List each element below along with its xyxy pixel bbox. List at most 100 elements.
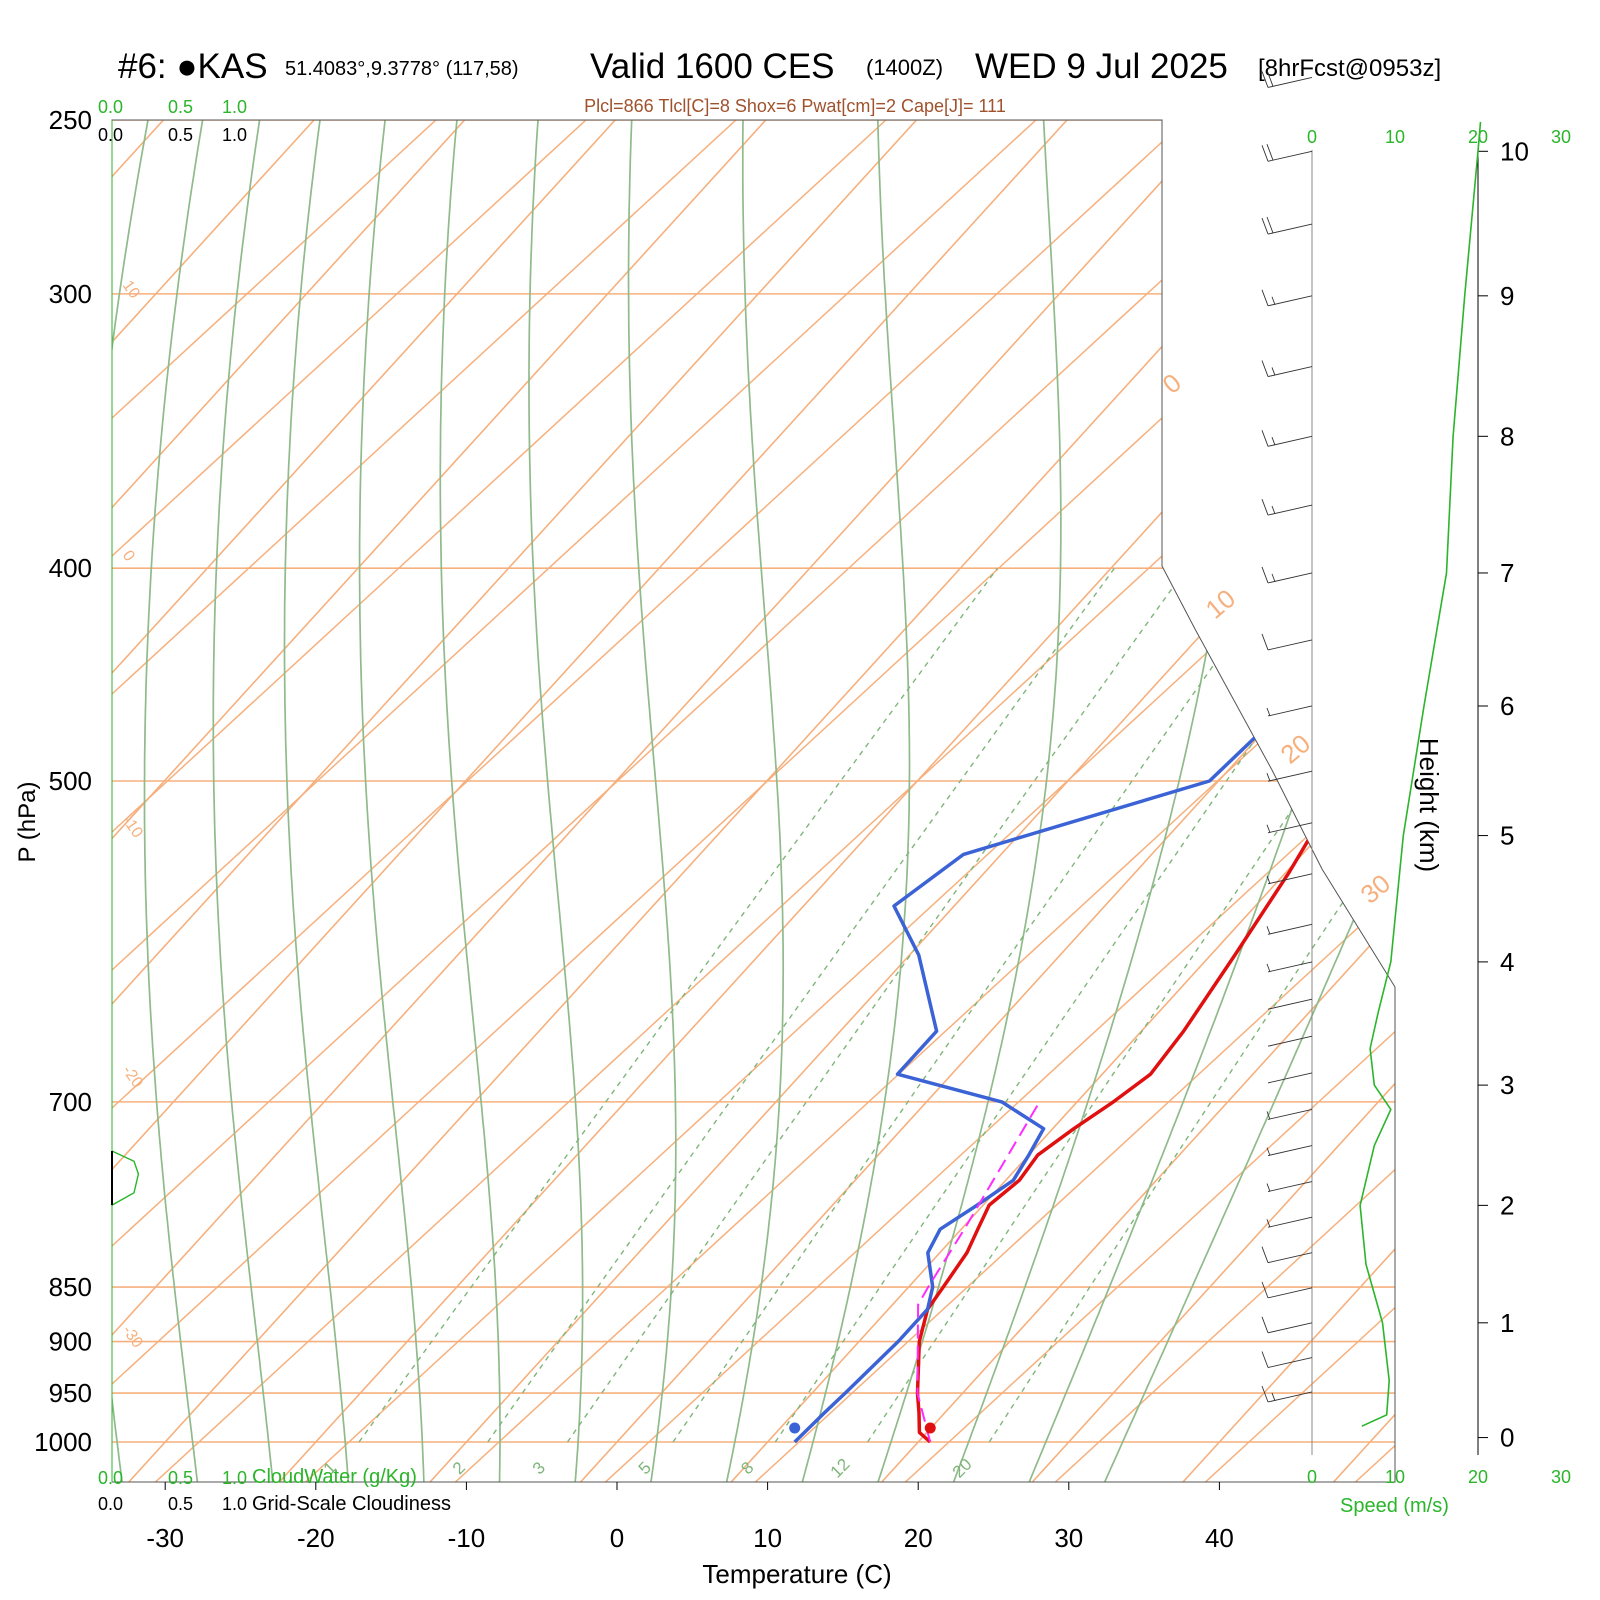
pressure-tick-label: 850 xyxy=(49,1272,92,1302)
height-tick-label: 4 xyxy=(1500,947,1514,977)
pressure-tick-label: 700 xyxy=(49,1087,92,1117)
isotherm-line xyxy=(724,120,1395,1482)
adiabat-line xyxy=(112,120,863,1482)
temperature-tick-label: -10 xyxy=(448,1523,486,1553)
mixing-ratio-line xyxy=(774,567,1375,1443)
pressure-tick-label: 900 xyxy=(49,1327,92,1357)
wind-speed-tick-label: 20 xyxy=(1468,1467,1488,1487)
adiabat-line xyxy=(112,120,1013,1482)
moist-adiabat xyxy=(439,120,501,1482)
wind-barb xyxy=(1261,144,1313,162)
wind-barb xyxy=(1261,360,1313,377)
cloudwater-tick-label: 0.0 xyxy=(98,97,123,117)
dewpoint-trace xyxy=(793,156,1395,1444)
wind-barb xyxy=(1261,566,1313,584)
wind-barb xyxy=(1266,822,1313,834)
wind-speed-label: Speed (m/s) xyxy=(1340,1495,1449,1517)
adiabat-line xyxy=(711,120,1395,1482)
isotherm-label: 0 xyxy=(1157,367,1187,399)
wind-barb xyxy=(1261,289,1313,307)
adiabat-line xyxy=(112,120,1395,1482)
isotherm-labels: 10 0 -10 -20 -30 0 10 20 30 xyxy=(119,278,1396,1352)
surface-markers xyxy=(789,1422,936,1434)
moist-adiabat xyxy=(799,120,911,1482)
moist-adiabat xyxy=(283,120,350,1482)
isotherm-line xyxy=(1176,120,1395,1482)
isotherm-label: 10 xyxy=(119,278,143,302)
adiabat-line xyxy=(1462,0,1600,1522)
wind-speed-tick-label: 30 xyxy=(1551,127,1571,147)
mixing-ratio-label: 12 xyxy=(827,1455,854,1482)
wind-barb xyxy=(1266,1108,1313,1120)
height-tick-label: 3 xyxy=(1500,1070,1514,1100)
wind-barb xyxy=(1261,430,1313,447)
stability-indices: Plcl=866 Tlcl[C]=8 Shox=6 Pwat[cm]=2 Cap… xyxy=(584,96,1006,116)
wind-barb xyxy=(1266,770,1313,782)
isotherm-line xyxy=(423,120,1395,1482)
moist-adiabat xyxy=(724,120,785,1482)
adiabat-line xyxy=(112,120,1395,1482)
isotherm-line xyxy=(1025,120,1395,1482)
cloudiness-profile xyxy=(111,1150,140,1206)
height-tick-label: 7 xyxy=(1500,558,1514,588)
cloud-panel: 0.00.00.00.00.50.50.50.51.01.01.01.0Clou… xyxy=(98,97,451,1515)
pressure-tick-label: 500 xyxy=(49,766,92,796)
moist-adiabat xyxy=(212,120,275,1482)
isotherm-label: 20 xyxy=(1275,728,1316,770)
adiabat-line xyxy=(561,120,1395,1482)
height-axis: 0 1 2 3 4 5 6 7 8 9 10 xyxy=(1477,136,1529,1455)
isotherm-label: 0 xyxy=(119,548,138,565)
mixing-ratio-line xyxy=(672,567,1283,1443)
mixing-ratio-label: 20 xyxy=(949,1455,976,1482)
mixing-ratio-line xyxy=(358,567,998,1443)
title-forecast: [8hrFcst@0953z] xyxy=(1258,55,1441,82)
wind-barb xyxy=(1266,923,1313,935)
title-zulu: (1400Z) xyxy=(866,55,943,80)
moist-adiabat xyxy=(143,120,207,1482)
isotherm-label: 10 xyxy=(1200,583,1241,625)
mixing-ratio-line xyxy=(867,567,1395,1443)
cloudiness-tick-label: 0.5 xyxy=(168,1494,193,1514)
temperature-trace xyxy=(915,156,1395,1444)
wind-barbs xyxy=(1261,70,1313,1403)
title-date: WED 9 Jul 2025 xyxy=(975,47,1228,86)
moist-adiabat xyxy=(528,120,584,1482)
height-axis-label: Height (km) xyxy=(1414,738,1444,872)
wind-barb xyxy=(1267,1035,1313,1047)
adiabat-line xyxy=(112,120,1395,1482)
cloudwater-tick-label: 0.5 xyxy=(168,97,193,117)
temperature-axis: -30 -20 -10 0 10 20 30 40 xyxy=(146,1482,1234,1553)
surface-dewpoint-marker xyxy=(789,1422,801,1434)
adiabat-line xyxy=(861,120,1395,1482)
pressure-tick-label: 950 xyxy=(49,1378,92,1408)
height-tick-label: 8 xyxy=(1500,421,1514,451)
isotherm-line xyxy=(112,120,953,1482)
sounding-grid xyxy=(112,0,1600,1522)
pressure-axis: 250 300 400 500 700 850 900 950 1000 xyxy=(34,105,92,1457)
wind-barb xyxy=(1261,216,1313,235)
x-axis-label: Temperature (C) xyxy=(702,1559,891,1589)
surface-temperature-marker xyxy=(924,1422,936,1434)
mixing-ratio-label: 8 xyxy=(737,1458,757,1478)
wind-speed-tick-label: 10 xyxy=(1385,1467,1405,1487)
mixing-ratio-line xyxy=(487,567,1115,1443)
moist-adiabat xyxy=(950,120,1247,1482)
temperature-tick-label: -30 xyxy=(146,1523,184,1553)
isotherm-line xyxy=(112,120,802,1482)
adiabat-line xyxy=(1161,120,1395,1482)
wind-barb xyxy=(1267,998,1313,1010)
isotherm-label: -20 xyxy=(119,1063,146,1092)
moist-adiabat xyxy=(358,120,425,1482)
temperature-tick-label: 30 xyxy=(1054,1523,1083,1553)
isotherm-line xyxy=(875,120,1395,1482)
moist-adiabat xyxy=(1025,120,1395,1482)
temperature-tick-label: 20 xyxy=(904,1523,933,1553)
cloudiness-tick-label: 0.5 xyxy=(168,125,193,145)
cloudiness-tick-label: 0.0 xyxy=(98,1494,123,1514)
y-axis-label: P (hPa) xyxy=(14,782,41,863)
isotherm-line xyxy=(112,120,501,1482)
mixing-ratio-labels: 1 2 3 5 8 12 20 xyxy=(320,1455,976,1482)
wind-barb xyxy=(1261,1351,1313,1368)
adiabat-line xyxy=(1011,120,1395,1482)
